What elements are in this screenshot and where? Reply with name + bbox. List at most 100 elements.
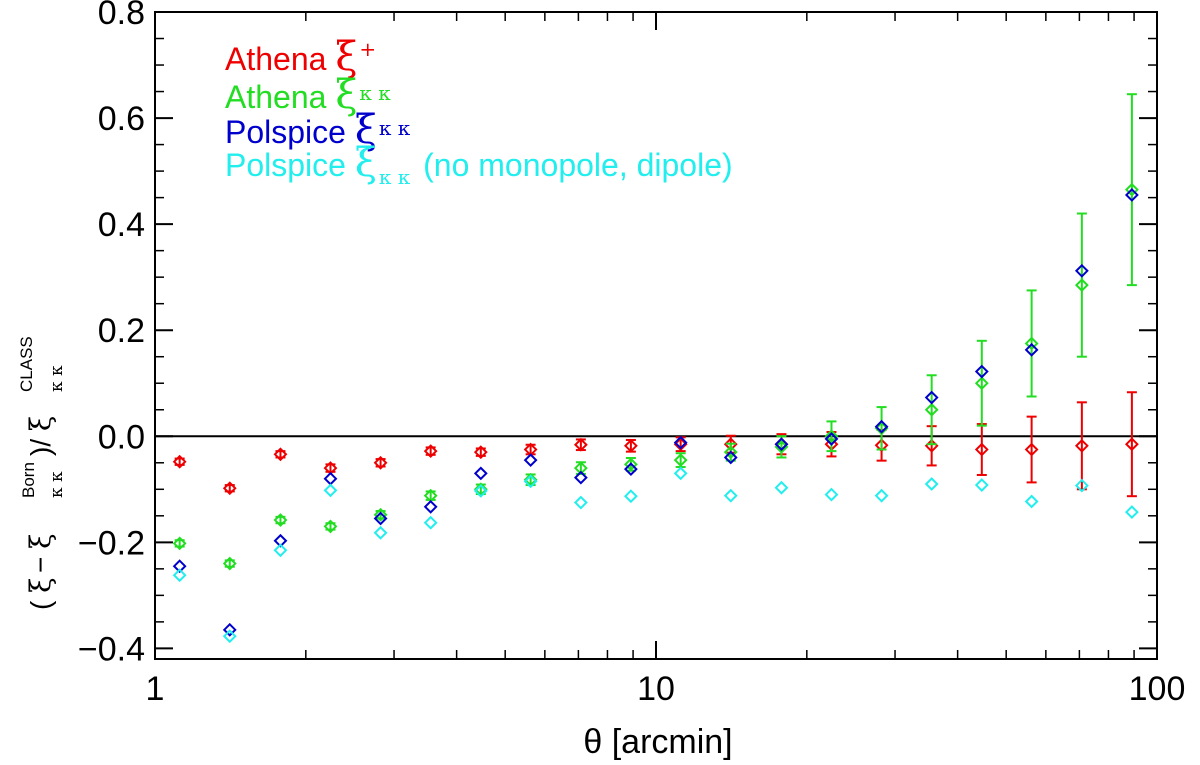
point-athena_xi_plus — [573, 437, 588, 452]
point-polspice_xi_kk — [423, 499, 438, 514]
point-polspice_xi_kk — [974, 364, 989, 379]
x-axis-title: θ [arcmin] — [583, 723, 732, 761]
x-tick-label: 1 — [146, 670, 165, 708]
point-polspice_xi_kk_nomono — [673, 466, 688, 481]
point-athena_xi_plus — [974, 442, 989, 457]
point-polspice_xi_kk — [774, 437, 789, 452]
point-athena_xi_kk — [874, 421, 889, 436]
x-tick-label: 100 — [1129, 670, 1186, 708]
point-polspice_xi_kk_nomono — [523, 474, 538, 489]
legend-label: Polspice — [225, 114, 355, 150]
legend-symbol: ξ — [335, 34, 357, 80]
svg-text:( ξ − ξ: ( ξ − ξ — [24, 533, 57, 610]
point-athena_xi_kk — [824, 429, 839, 444]
point-athena_xi_plus — [673, 437, 688, 452]
data-series — [172, 93, 1139, 644]
point-polspice_xi_kk_nomono — [874, 488, 889, 503]
point-polspice_xi_kk_nomono — [323, 483, 338, 498]
point-polspice_xi_kk_nomono — [974, 478, 989, 492]
point-polspice_xi_kk — [523, 453, 538, 468]
svg-text:)/ ξ: )/ ξ — [24, 416, 57, 456]
y-tick-labels: 0.8 0.6 0.4 0.2 0.0 −0.2 −0.4 — [78, 0, 145, 668]
legend-symbol: ξ — [335, 72, 357, 118]
point-athena_xi_plus — [1024, 442, 1039, 457]
point-athena_xi_kk — [974, 376, 989, 391]
point-athena_xi_plus — [623, 438, 638, 453]
legend-label: Athena — [225, 41, 335, 77]
point-athena_xi_plus — [1074, 438, 1089, 453]
legend-label: Polspice — [225, 147, 355, 183]
point-athena_xi_plus — [373, 455, 388, 470]
point-athena_xi_kk — [172, 536, 187, 551]
y-tick-label: 0.6 — [98, 100, 145, 138]
point-polspice_xi_kk_nomono — [473, 483, 488, 498]
ylabel-kk2: κ κ — [47, 365, 67, 392]
series-polspice_xi_kk_nomono — [172, 466, 1139, 644]
series-polspice_xi_kk — [172, 188, 1139, 637]
legend-subscript: κ κ — [379, 165, 411, 189]
point-polspice_xi_kk_nomono — [423, 515, 438, 530]
x-tick-label: 10 — [637, 670, 675, 708]
point-polspice_xi_kk — [573, 470, 588, 485]
point-polspice_xi_kk_nomono — [222, 629, 237, 644]
ylabel-xi1: ξ — [24, 577, 57, 592]
point-athena_xi_kk — [523, 472, 538, 487]
point-polspice_xi_kk — [824, 431, 839, 446]
point-polspice_xi_kk — [1074, 263, 1089, 278]
point-athena_xi_kk — [1074, 278, 1089, 293]
point-polspice_xi_kk — [473, 466, 488, 481]
y-axis-title: ( ξ − ξ Born κ κ )/ ξ CLASS κ κ — [17, 336, 67, 610]
ylabel-kk1: κ κ — [47, 471, 67, 498]
point-polspice_xi_kk_nomono — [824, 487, 839, 502]
y-tick-label: 0.2 — [98, 312, 145, 350]
point-polspice_xi_kk_nomono — [1074, 478, 1089, 493]
legend-subscript: κ κ — [359, 81, 391, 105]
point-athena_xi_kk — [323, 519, 338, 534]
point-athena_xi_kk — [623, 457, 638, 472]
point-polspice_xi_kk — [222, 622, 237, 637]
point-polspice_xi_kk_nomono — [774, 480, 789, 495]
point-athena_xi_plus — [1124, 437, 1139, 452]
legend-suffix: (no monopole, dipole) — [414, 147, 732, 183]
legend-subscript: + — [359, 37, 376, 61]
point-polspice_xi_kk_nomono — [723, 488, 738, 503]
point-polspice_xi_kk — [1124, 188, 1139, 202]
point-polspice_xi_kk — [172, 559, 187, 574]
y-tick-label: −0.4 — [78, 630, 145, 668]
point-athena_xi_plus — [874, 438, 889, 453]
legend-label: Athena — [225, 79, 335, 115]
axis-ticks — [154, 11, 1158, 659]
point-athena_xi_plus — [473, 445, 488, 460]
point-athena_xi_kk — [723, 445, 738, 460]
y-tick-label: −0.2 — [78, 524, 145, 562]
series-athena_xi_plus — [172, 391, 1139, 498]
ylabel-xi3: ξ — [24, 416, 57, 431]
legend-symbol: ξ — [355, 107, 377, 153]
point-polspice_xi_kk_nomono — [1024, 494, 1039, 509]
point-polspice_xi_kk — [924, 390, 939, 405]
y-tick-label: 0.8 — [98, 0, 145, 32]
ylabel-xi2: ξ — [24, 533, 57, 548]
point-athena_xi_plus — [423, 444, 438, 459]
point-polspice_xi_kk — [723, 450, 738, 465]
point-polspice_xi_kk — [273, 533, 288, 548]
point-athena_xi_kk — [1024, 336, 1039, 351]
point-athena_xi_kk — [573, 461, 588, 475]
point-athena_xi_kk — [273, 513, 288, 527]
point-polspice_xi_kk — [874, 419, 889, 434]
point-polspice_xi_kk — [673, 435, 688, 450]
legend-subscript: κ κ — [379, 116, 411, 140]
ylabel-born: Born — [19, 462, 38, 498]
point-polspice_xi_kk — [1024, 342, 1039, 357]
x-tick-labels: 1 10 100 — [146, 670, 1186, 708]
y-tick-label: 0.0 — [98, 418, 145, 456]
point-athena_xi_kk — [673, 453, 688, 468]
ylabel-minus: − — [25, 549, 56, 573]
point-polspice_xi_kk — [373, 511, 388, 526]
legend-symbol: ξ — [355, 140, 377, 186]
point-polspice_xi_kk — [623, 462, 638, 477]
point-athena_xi_kk — [473, 482, 488, 497]
